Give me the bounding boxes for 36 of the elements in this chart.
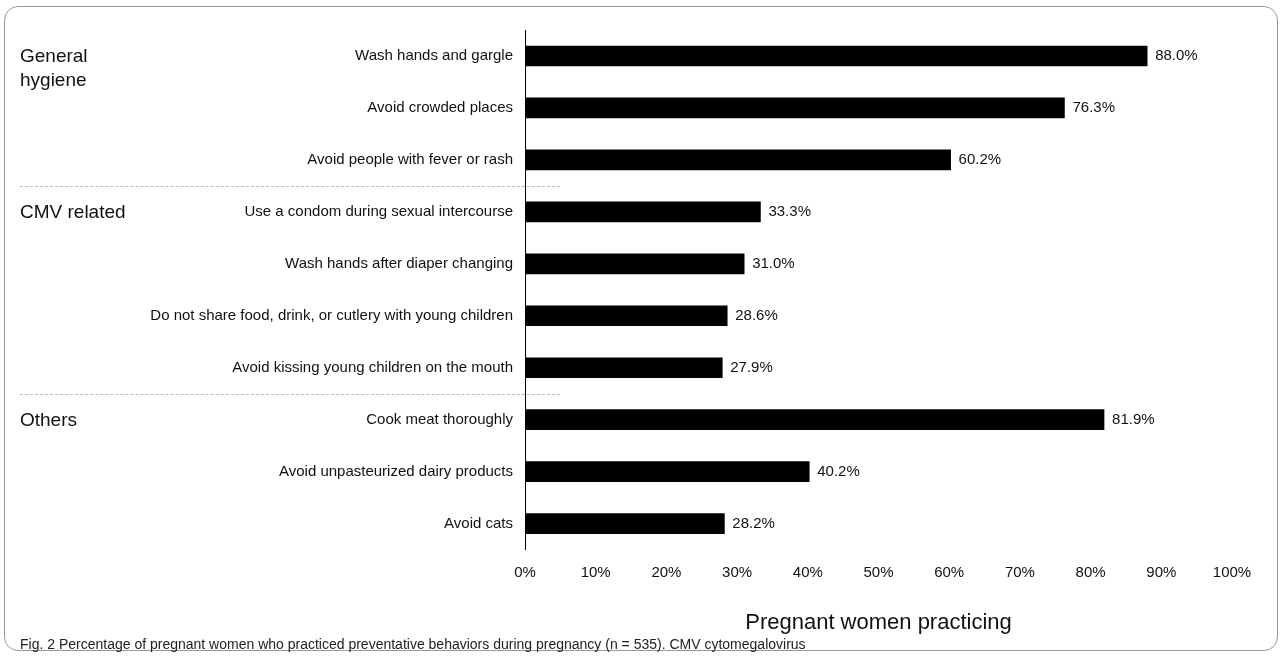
y-tick-label: Avoid unpasteurized dairy products (278, 461, 513, 479)
data-label: 33.3% (768, 202, 811, 219)
data-label: 76.3% (1072, 98, 1115, 116)
y-tick-label: Avoid kissing young children on the mouth (232, 357, 513, 375)
text: CMV related (20, 199, 127, 224)
y-tick-label: Use a condom during sexual intercourse (244, 202, 513, 219)
x-tick-label: 80% (1075, 562, 1106, 580)
x-tick-label: 60% (934, 562, 965, 580)
x-tick-label: 90% (1146, 562, 1177, 580)
y-tick-label: Wash hands and gargle (355, 46, 513, 64)
data-label: 31.0% (752, 253, 795, 271)
x-tick-label: 70% (1004, 562, 1035, 580)
y-tick-label: Avoid people with fever or rash (307, 150, 513, 168)
y-tick-label: Cook meat thoroughly (366, 409, 514, 427)
x-tick-label: 40% (792, 562, 823, 580)
data-label: 27.9% (730, 357, 773, 375)
y-tick-label: Avoid cats (444, 513, 513, 531)
data-label: 40.2% (817, 461, 860, 479)
x-tick-label: 20% (651, 562, 682, 580)
text: General hygiene (20, 43, 89, 92)
x-tick-label: 50% (863, 562, 894, 580)
data-label: 88.0% (1155, 46, 1198, 64)
x-tick-label: 100% (1212, 562, 1252, 580)
y-tick-label: Do not share food, drink, or cutlery with young children (150, 305, 513, 323)
x-tick-label: 10% (580, 562, 611, 580)
y-tick-label: Avoid crowded places (367, 98, 513, 116)
x-axis-title: Pregnant women practicing (745, 608, 1012, 634)
data-label: 60.2% (958, 150, 1002, 168)
text: Others (20, 407, 79, 432)
data-label: 28.6% (735, 305, 778, 323)
x-tick-label: 30% (722, 562, 753, 580)
y-tick-label: Wash hands after diaper changing (285, 253, 513, 271)
x-tick-label: 0% (514, 562, 536, 580)
caption: Fig. 2 Percentage of pregnant women who practiced preventative behaviors during pregnancy (n = 535). CMV cytomegalovirus (20, 636, 806, 652)
data-label: 28.2% (732, 513, 775, 531)
data-label: 81.9% (1112, 409, 1155, 427)
